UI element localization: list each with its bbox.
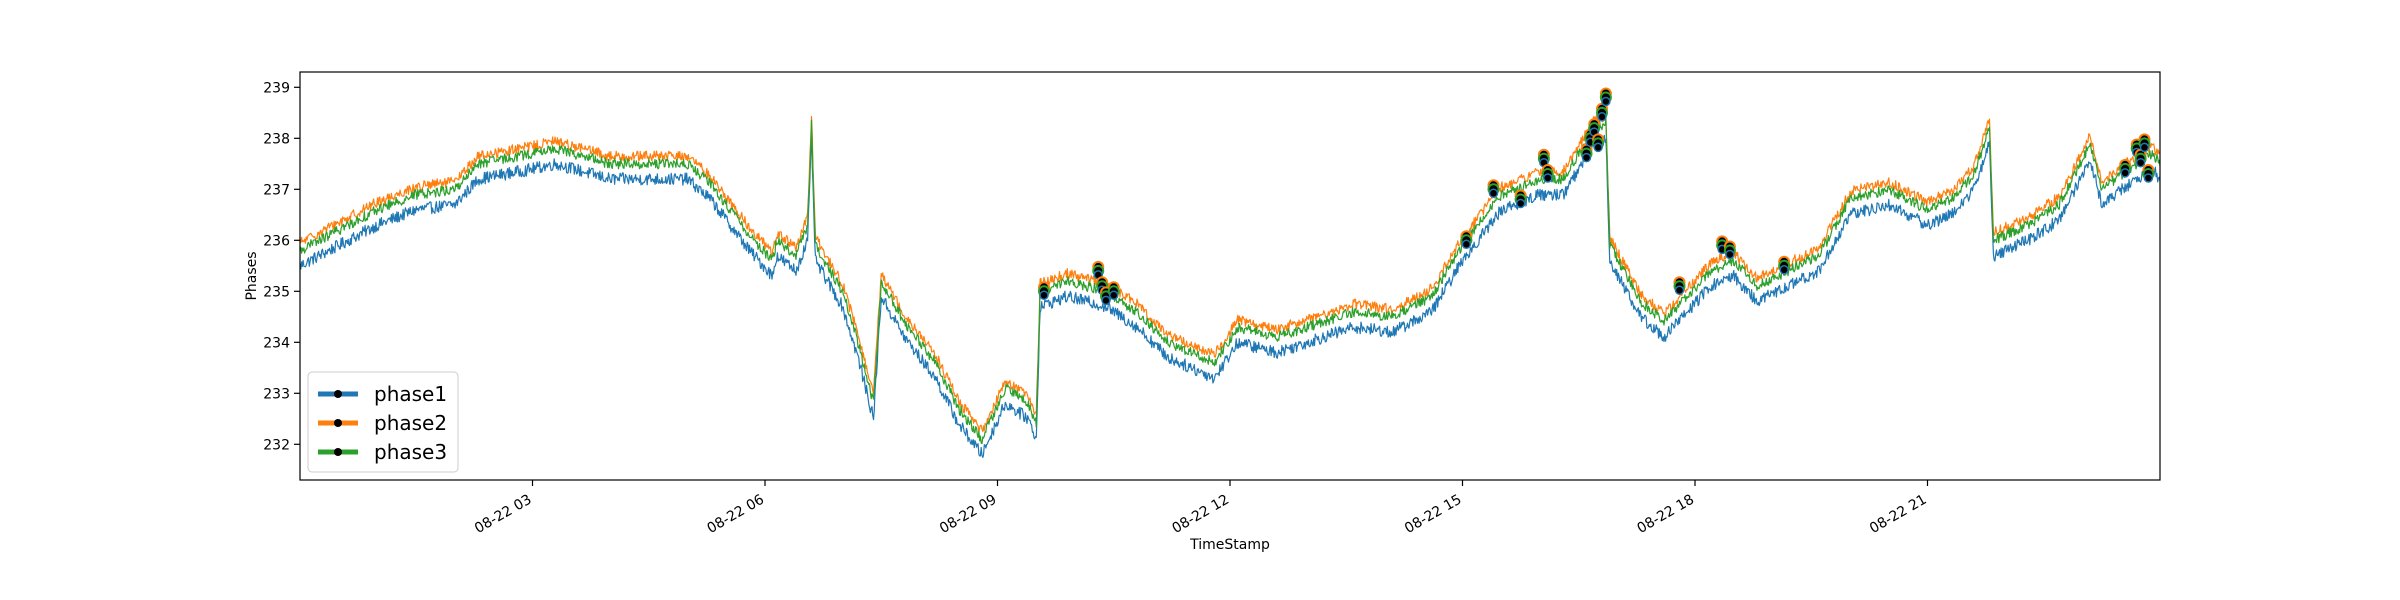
marker-point (1487, 179, 1500, 199)
legend-marker (334, 419, 342, 427)
legend-item-phase2: phase2 (318, 411, 447, 435)
marker-point (1537, 148, 1550, 168)
y-tick-label: 233 (263, 386, 290, 402)
series-line-phase3 (299, 118, 2161, 445)
marker-point (2142, 164, 2155, 183)
marker-point (1673, 276, 1686, 295)
marker-point (1778, 255, 1791, 275)
y-tick-label: 236 (263, 233, 290, 249)
series-layer (299, 112, 2161, 458)
marker-point (2119, 158, 2132, 178)
marker-point (1716, 235, 1729, 255)
marker-point (1092, 260, 1105, 280)
legend-item-phase1: phase1 (318, 382, 447, 406)
y-tick-label: 238 (263, 131, 290, 147)
series-line-phase1 (299, 131, 2161, 458)
y-tick-label: 232 (263, 437, 290, 453)
legend-item-phase3: phase3 (318, 440, 447, 464)
marker-point (1541, 164, 1554, 183)
marker-point (1100, 286, 1112, 306)
y-tick-label: 234 (263, 335, 290, 351)
x-axis-label: TimeStamp (1189, 537, 1270, 553)
marker-point (1460, 230, 1473, 250)
y-axis: 232 233 234 235 236 237 238 239 (263, 80, 300, 453)
marker-point (1514, 189, 1527, 209)
marker-point (1599, 87, 1612, 107)
marker-point (1107, 281, 1120, 301)
y-tick-label: 237 (263, 182, 290, 198)
marker-point (2134, 148, 2147, 168)
marker-point (1038, 281, 1050, 301)
y-tick-label: 239 (263, 80, 290, 96)
marker-point (1580, 143, 1593, 163)
legend-label: phase2 (374, 411, 447, 435)
legend-marker (334, 390, 342, 398)
marker-point (1588, 118, 1601, 137)
legend-marker (334, 448, 342, 456)
legend-label: phase1 (374, 382, 447, 406)
marker-point (1596, 102, 1608, 122)
marker-layer (1038, 87, 2155, 306)
marker-point (2138, 133, 2151, 153)
marker-point (1592, 133, 1605, 153)
legend-box (307, 371, 459, 473)
legend-label: phase3 (374, 440, 447, 464)
marker-point (1723, 240, 1736, 260)
legend: phase1 phase2 phase3 (307, 371, 459, 473)
y-tick-label: 235 (263, 284, 290, 300)
y-axis-label: Phases (244, 251, 260, 300)
